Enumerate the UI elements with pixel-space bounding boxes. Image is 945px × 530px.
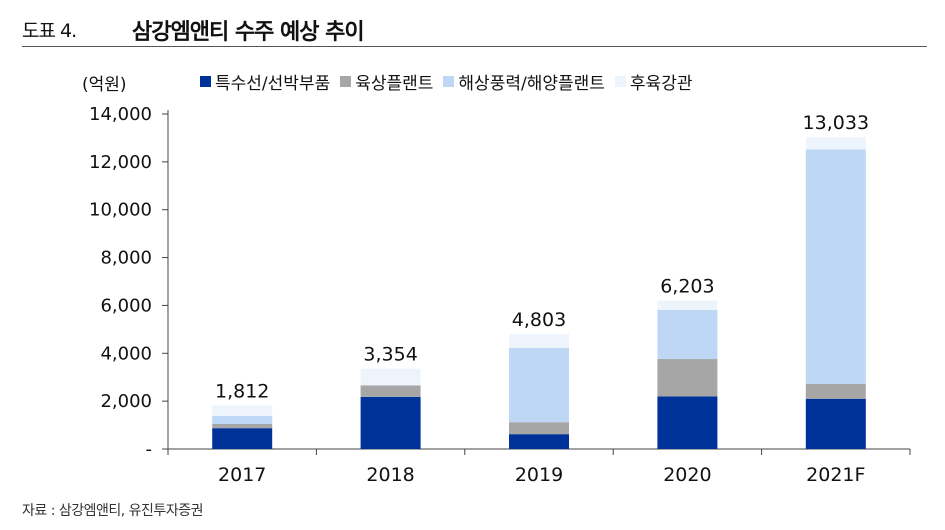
y-tick-label: 12,000 (89, 152, 152, 173)
legend-label: 육상플랜트 (355, 74, 434, 94)
total-label: 13,033 (803, 112, 869, 134)
bar-segment (360, 368, 421, 386)
legend-label: 특수선/선박부품 (215, 74, 331, 94)
legend-swatch (340, 76, 352, 87)
x-tick-label: 2019 (515, 464, 563, 486)
bar-segment (360, 385, 421, 397)
y-tick-label: 10,000 (89, 200, 152, 221)
y-tick-label: 8,000 (100, 248, 152, 269)
x-tick-label: 2017 (218, 464, 266, 486)
bar-segment (657, 309, 718, 360)
bar-segment (805, 137, 866, 150)
figure-header: 도표 4. 삼강엠앤티 수주 예상 추이 (22, 10, 927, 47)
y-tick-label: 14,000 (89, 104, 152, 125)
legend-label: 해상풍력/해양플랜트 (458, 74, 605, 94)
y-tick-label: 2,000 (100, 391, 152, 412)
bar-segment (212, 428, 273, 449)
y-tick-label: 6,000 (100, 295, 152, 316)
bar-segment (657, 300, 718, 310)
total-label: 3,354 (363, 344, 417, 366)
bar-segment (657, 396, 718, 449)
bar-segment (212, 415, 273, 424)
legend-swatch (614, 76, 626, 87)
x-tick-label: 2021F (806, 464, 865, 486)
figure-title: 삼강엠앤티 수주 예상 추이 (132, 20, 365, 45)
bar-segment (805, 149, 866, 384)
figure-number: 도표 4. (22, 20, 77, 42)
legend-item-offshore-wind: 해상풍력/해양플랜트 (443, 69, 605, 94)
legend-item-special-ships: 특수선/선박부품 (200, 69, 330, 94)
bar-segment (509, 434, 569, 449)
bar-segment (509, 422, 569, 435)
x-tick-label: 2018 (366, 464, 414, 486)
legend-label: 후육강관 (629, 74, 693, 94)
x-tick-label: 2020 (663, 464, 711, 486)
y-tick-label: - (146, 439, 153, 460)
total-label: 4,803 (512, 309, 566, 331)
y-tick-label: 4,000 (100, 343, 152, 364)
chart-legend: 특수선/선박부품 육상플랜트 해상풍력/해양플랜트 후육강관 (200, 69, 692, 94)
bar-segment (805, 398, 866, 449)
legend-item-thick-pipe: 후육강관 (614, 69, 693, 94)
source-note: 자료 : 삼강엠앤티, 유진투자증권 (22, 503, 203, 519)
bar-segment (509, 334, 569, 349)
bar-segment (657, 359, 718, 397)
bar-segment (212, 423, 273, 429)
legend-item-onshore-plant: 육상플랜트 (340, 69, 433, 94)
bar-segment (509, 348, 569, 423)
bar-segment (805, 383, 866, 399)
legend-swatch (200, 76, 211, 87)
total-label: 1,812 (215, 381, 269, 403)
legend-swatch (443, 76, 455, 87)
bar-segment (212, 405, 273, 416)
bar-segment (360, 396, 421, 449)
unit-label: (억원) (82, 75, 127, 95)
total-label: 6,203 (660, 276, 714, 298)
